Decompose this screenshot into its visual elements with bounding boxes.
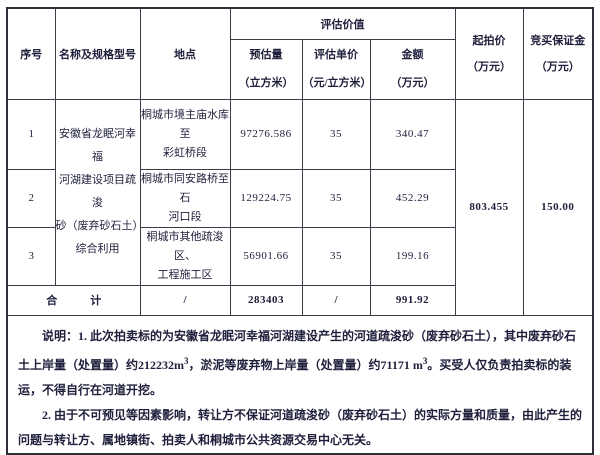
row-3-volume: 56901.66 xyxy=(229,226,303,286)
row-3-location-line2: 工程施工区 xyxy=(157,268,213,281)
total-label: 合 计 xyxy=(6,284,141,316)
header-amount-line2: （万元） xyxy=(390,77,435,89)
total-volume: 283403 xyxy=(229,284,303,316)
header-name: 名称及规格型号 xyxy=(54,7,141,100)
header-start-price: 起拍价 （万元） xyxy=(454,7,524,100)
notes-cell: 说明：1. 此次拍卖标的为安徽省龙眠河幸福河湖建设产生的河道疏浚砂（废弃砂石土）… xyxy=(6,314,594,454)
row-1-index: 1 xyxy=(6,98,56,170)
header-deposit: 竞买保证金 （万元） xyxy=(522,7,594,100)
item-name-line2: 河湖建设项目疏浚 xyxy=(59,174,136,209)
notes-row: 说明：1. 此次拍卖标的为安徽省龙眠河幸福河湖建设产生的河道疏浚砂（废弃砂石土）… xyxy=(6,314,594,454)
row-1-location: 桐城市境主庙水库至 彩虹桥段 xyxy=(139,98,231,170)
note1-text-c: 。买受人仅负责拍卖标的装运，不得自行在河道开挖。 xyxy=(18,357,572,397)
notes-paragraph-1: 说明：1. 此次拍卖标的为安徽省龙眠河幸福河湖建设产生的河道疏浚砂（废弃砂石土）… xyxy=(18,324,582,403)
note1-superscript-1: 3 xyxy=(184,355,189,366)
header-amount-line1: 金额 xyxy=(401,49,424,61)
header-unit-price: 评估单价 （元/立方米） xyxy=(301,38,371,100)
item-name-line1: 安徽省龙眠河幸福 xyxy=(59,128,136,163)
row-3-location-line1: 桐城市其他疏浚区、 xyxy=(146,230,224,262)
header-volume-line2: （立方米） xyxy=(238,77,294,89)
table-row-1: 1 安徽省龙眠河幸福 河湖建设项目疏浚 砂（废弃砂石土） 综合利用 桐城市境主庙… xyxy=(6,98,594,316)
merged-start-price-cell: 803.455 xyxy=(454,98,524,316)
total-location: / xyxy=(139,284,231,316)
row-1-amount: 340.47 xyxy=(369,98,456,170)
note1-text-a: 说明：1. 此次拍卖标的为安徽省龙眠河幸福河湖建设产生的河道疏浚砂（废弃砂石土）… xyxy=(18,328,577,372)
header-deposit-line2: （万元） xyxy=(535,60,580,73)
item-name-line4: 综合利用 xyxy=(75,243,120,255)
header-unit-price-line1: 评估单价 xyxy=(314,49,358,61)
row-2-location-line2: 河口段 xyxy=(168,210,202,223)
row-2-index: 2 xyxy=(6,168,56,228)
header-row-1: 序号 名称及规格型号 地点 评估价值 起拍价 （万元） 竞买保证金 （万元） xyxy=(6,7,594,100)
row-3-unit-price: 35 xyxy=(301,226,371,286)
header-volume-line1: 预估量 xyxy=(249,49,283,61)
notes-paragraph-2: 2. 由于不可预见等因素影响，转让方不保证河道疏浚砂（废弃砂石土）的实际方量和质… xyxy=(18,407,583,447)
auction-table-sheet: 序号 名称及规格型号 地点 评估价值 起拍价 （万元） 竞买保证金 （万元） 预… xyxy=(6,7,594,455)
row-1-location-line2: 彩虹桥段 xyxy=(163,146,207,159)
item-name-line3: 砂（废弃砂石土） xyxy=(55,220,140,232)
header-index: 序号 xyxy=(6,7,56,100)
row-2-volume: 129224.75 xyxy=(229,168,303,228)
header-location: 地点 xyxy=(139,7,231,100)
row-2-location: 桐城市同安路桥至石 河口段 xyxy=(139,168,231,228)
row-2-amount: 452.29 xyxy=(369,168,456,228)
table-row-3: 3 桐城市其他疏浚区、 工程施工区 56901.66 35 199.16 xyxy=(6,226,593,286)
merged-item-name-cell: 安徽省龙眠河幸福 河湖建设项目疏浚 砂（废弃砂石土） 综合利用 xyxy=(54,98,141,286)
merged-deposit-cell: 150.00 xyxy=(522,98,594,316)
header-start-price-line1: 起拍价 xyxy=(472,34,506,47)
row-1-unit-price: 35 xyxy=(301,98,371,170)
note1-superscript-2: 3 xyxy=(422,355,428,366)
total-row: 合 计 / 283403 / 991.92 xyxy=(6,284,593,316)
row-3-location: 桐城市其他疏浚区、 工程施工区 xyxy=(139,226,231,286)
header-unit-price-line2: （元/立方米） xyxy=(302,77,370,89)
row-2-location-line1: 桐城市同安路桥至石 xyxy=(141,172,229,204)
header-eval-group: 评估价值 xyxy=(229,7,456,40)
header-start-price-line2: （万元） xyxy=(467,60,511,73)
header-deposit-line1: 竞买保证金 xyxy=(530,34,586,47)
header-amount: 金额 （万元） xyxy=(369,38,456,100)
row-3-index: 3 xyxy=(6,226,56,286)
row-1-volume: 97276.586 xyxy=(229,98,303,170)
auction-table: 序号 名称及规格型号 地点 评估价值 起拍价 （万元） 竞买保证金 （万元） 预… xyxy=(6,7,594,455)
header-row-2: 预估量 （立方米） 评估单价 （元/立方米） 金额 （万元） xyxy=(7,38,593,100)
total-unit-price: / xyxy=(301,284,371,316)
note1-text-b: ，淤泥等废弃物上岸量（处置量）约71171 m xyxy=(188,357,423,372)
row-2-unit-price: 35 xyxy=(301,168,371,228)
header-volume: 预估量 （立方米） xyxy=(229,38,303,100)
total-amount: 991.92 xyxy=(369,284,456,316)
row-3-amount: 199.16 xyxy=(369,226,456,286)
row-1-location-line1: 桐城市境主庙水库至 xyxy=(141,108,229,140)
table-row-2: 2 桐城市同安路桥至石 河口段 129224.75 35 452.29 xyxy=(6,168,593,228)
